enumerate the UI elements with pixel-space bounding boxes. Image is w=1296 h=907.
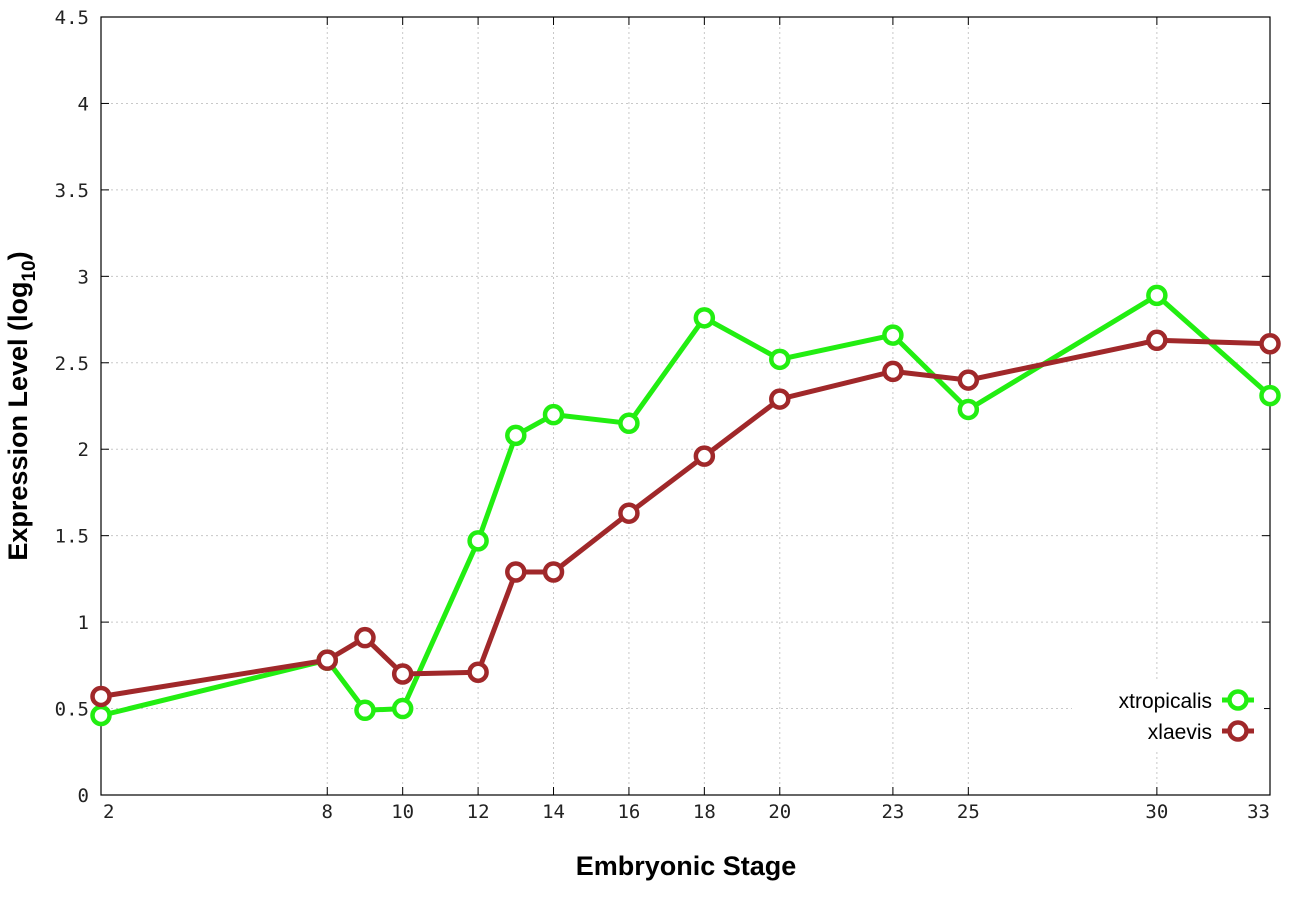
y-tick-label: 1 [78, 612, 89, 634]
series-xtropicalis [90, 284, 1281, 727]
data-point-xtropicalis [391, 697, 414, 720]
data-point-xtropicalis [1146, 284, 1168, 307]
y-axis-title-subscript: 10 [19, 260, 40, 281]
y-tick-label: 4.5 [55, 7, 89, 29]
grid [101, 17, 1270, 795]
x-tick-label: 2 [103, 801, 114, 823]
y-axis-title-main: Expression Level (log [3, 282, 33, 561]
y-tick-label: 3.5 [55, 180, 89, 202]
y-axis-title-close: ) [3, 251, 33, 260]
data-point-xlaevis [505, 561, 527, 583]
data-point-xtropicalis [769, 348, 791, 371]
legend: xtropicalis xlaevis [1072, 680, 1264, 750]
legend-label-xtropicalis: xtropicalis [1119, 690, 1212, 713]
data-point-xlaevis [467, 661, 489, 683]
series-layer [90, 284, 1281, 727]
y-tick-label: 0 [78, 785, 89, 807]
legend-marker-xtropicalis [1227, 689, 1249, 711]
data-point-xlaevis [391, 663, 414, 685]
data-point-xtropicalis [354, 699, 376, 722]
plot-frame [100, 16, 1271, 796]
data-point-xtropicalis [693, 307, 716, 329]
data-point-xlaevis [769, 388, 791, 410]
data-point-xlaevis [542, 561, 565, 583]
x-tick-label: 33 [1247, 801, 1270, 823]
y-tick-label: 1.5 [55, 526, 89, 548]
x-tick-label: 10 [391, 801, 414, 823]
data-point-xtropicalis [618, 412, 640, 435]
axis-ticks: 0 0.5 1 1.5 2 2.5 3 3.5 4 4.5 2 8 10 12 14 16 18 20 23 25 30… [55, 7, 1271, 823]
x-tick-label: 30 [1145, 801, 1168, 823]
x-tick-label: 12 [467, 801, 490, 823]
series-xlaevis [90, 329, 1281, 708]
data-point-xtropicalis [467, 530, 489, 552]
x-tick-label: 18 [693, 801, 716, 823]
x-tick-label: 23 [881, 801, 904, 823]
y-tick-label: 2 [78, 439, 89, 461]
y-tick-label: 0.5 [55, 699, 89, 721]
legend-marker-xlaevis [1227, 720, 1249, 742]
data-point-xlaevis [90, 685, 112, 708]
series-line-xlaevis [100, 337, 1271, 699]
y-tick-label: 3 [78, 266, 89, 288]
y-tick-label: 2.5 [55, 353, 89, 375]
y-tick-label: 4 [78, 93, 89, 115]
data-point-xlaevis [316, 649, 339, 671]
data-point-xlaevis [1259, 333, 1281, 355]
data-point-xtropicalis [957, 398, 980, 421]
data-point-xtropicalis [90, 704, 112, 727]
data-point-xlaevis [354, 626, 376, 649]
data-point-xtropicalis [542, 403, 565, 426]
data-point-xlaevis [957, 369, 980, 391]
data-point-xlaevis [618, 502, 640, 524]
data-point-xtropicalis [505, 424, 527, 447]
x-tick-label: 16 [617, 801, 640, 823]
x-tick-label: 25 [957, 801, 980, 823]
x-tick-label: 8 [322, 801, 333, 823]
data-point-xlaevis [882, 360, 904, 383]
data-point-xlaevis [1146, 329, 1168, 352]
legend-label-xlaevis: xlaevis [1148, 721, 1212, 744]
y-axis-title: Expression Level (log10) [3, 251, 40, 560]
data-point-xtropicalis [882, 324, 904, 346]
data-point-xlaevis [693, 445, 716, 467]
data-point-xtropicalis [1259, 384, 1281, 407]
x-tick-label: 14 [542, 801, 565, 823]
x-axis-title: Embryonic Stage [576, 851, 797, 881]
series-line-xtropicalis [100, 292, 1272, 718]
x-tick-label: 20 [768, 801, 791, 823]
